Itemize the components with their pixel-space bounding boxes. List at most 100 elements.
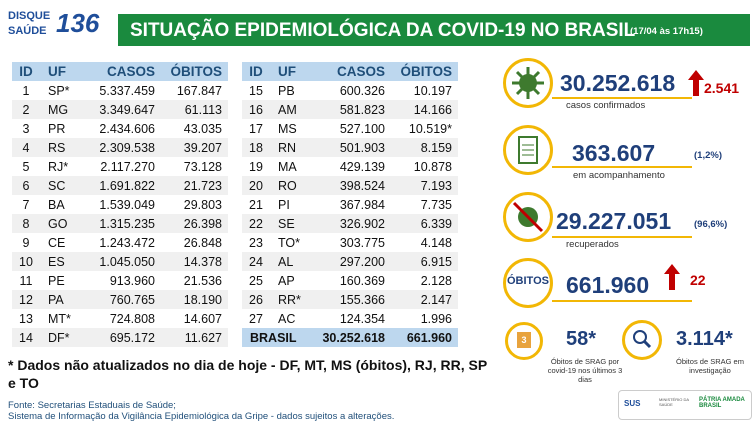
up-arrow	[664, 264, 680, 290]
table-row: 6 SC 1.691.822 21.723	[12, 176, 228, 195]
table-cell: 16	[249, 102, 263, 117]
table-cell: 7.735	[420, 197, 452, 212]
logo-number: 136	[56, 8, 100, 38]
recovered-value: 29.227.051	[556, 208, 672, 234]
table-row: 10 ES 1.045.050 14.378	[12, 252, 228, 271]
srag-recent-label: Óbitos de SRAG por covid-19 nos últimos …	[547, 357, 623, 384]
table-cell: 760.765	[109, 292, 155, 307]
table-cell: 13	[19, 311, 33, 326]
table-cell: 5	[22, 159, 30, 174]
table-cell: 26	[249, 292, 263, 307]
table-row: 4 RS 2.309.538 39.207	[12, 138, 228, 157]
table-cell: MS	[278, 121, 297, 136]
icon-deaths: ÓBITOS	[503, 258, 553, 308]
table-row: 15 PB 600.326 10.197	[242, 81, 458, 100]
table-cell: 6	[22, 178, 30, 193]
logos-box: SUS MINISTÉRIO DA SAÚDE PÁTRIA AMADA BRA…	[618, 390, 752, 420]
table-cell: 724.808	[109, 311, 155, 326]
table-cell: 367.984	[339, 197, 385, 212]
column-header: ID	[249, 64, 263, 79]
monitoring-label: em acompanhamento	[573, 170, 665, 181]
table-cell: 10.197	[413, 83, 452, 98]
table-cell: 2.128	[420, 273, 452, 288]
table-cell: AM	[278, 102, 297, 117]
column-header: UF	[278, 64, 296, 79]
table-cell: 19	[249, 159, 263, 174]
table-cell: 2	[22, 102, 30, 117]
table-cell: CE	[48, 235, 66, 250]
monitoring-value: 363.607	[572, 140, 656, 166]
table-cell: SE	[278, 216, 295, 231]
table-cell: PA	[48, 292, 64, 307]
table-cell: 6.915	[420, 254, 452, 269]
deaths-change: 22	[690, 272, 706, 288]
table-right: ID UF CASOS ÓBITOS 15 PB 600.326 10.197 16 AM 581.…	[242, 62, 458, 347]
table-cell: SC	[48, 178, 66, 193]
table-cell: 155.366	[339, 292, 385, 307]
table-cell: 39.207	[183, 140, 222, 155]
table-row: 25 AP 160.369 2.128	[242, 271, 458, 290]
table-left: ID UF CASOS ÓBITOS 1 SP* 5.337.459 167.847 2 MG 3.…	[12, 62, 228, 347]
table-cell: 14.166	[413, 102, 452, 117]
logo-ministerio: MINISTÉRIO DA SAÚDE	[659, 397, 689, 407]
table-row: 7 BA 1.539.049 29.803	[12, 195, 228, 214]
logo-line: DISQUE	[8, 10, 51, 22]
table-row: 14 DF* 695.172 11.627	[12, 328, 228, 347]
calendar-day: 3	[517, 332, 531, 348]
srag-investigation-label: Óbitos de SRAG em investigação	[676, 357, 744, 375]
table-cell: PR	[48, 121, 66, 136]
logo-sus: SUS	[624, 399, 641, 408]
table-row: 22 SE 326.902 6.339	[242, 214, 458, 233]
column-header: ID	[19, 64, 33, 79]
table-cell: 600.326	[339, 83, 385, 98]
table-cell: 297.200	[339, 254, 385, 269]
column-header: UF	[48, 64, 66, 79]
table-cell: 4	[22, 140, 30, 155]
table-cell: 913.960	[109, 273, 155, 288]
underline	[552, 97, 692, 99]
table-row: 20 RO 398.524 7.193	[242, 176, 458, 195]
table-cell: 5.337.459	[99, 83, 155, 98]
table-cell: RS	[48, 140, 66, 155]
table-row: 1 SP* 5.337.459 167.847	[12, 81, 228, 100]
logo-brasil: PÁTRIA AMADA BRASIL	[699, 397, 745, 409]
deaths-label: ÓBITOS	[507, 275, 549, 287]
table-cell: 25	[249, 273, 263, 288]
table-cell: 14.607	[183, 311, 222, 326]
virus-icon	[512, 67, 544, 99]
table-cell: 581.823	[339, 102, 385, 117]
table-cell: 24	[249, 254, 263, 269]
table-row: 9 CE 1.243.472 26.848	[12, 233, 228, 252]
table-cell: 10.878	[413, 159, 452, 174]
table-cell: 20	[249, 178, 263, 193]
table-row: 26 RR* 155.366 2.147	[242, 290, 458, 309]
table-cell: 9	[22, 235, 30, 250]
table-cell: 1.243.472	[99, 235, 155, 250]
table-cell: 18.190	[183, 292, 222, 307]
table-cell: 14	[19, 330, 33, 345]
table-row: 3 PR 2.434.606 43.035	[12, 119, 228, 138]
logo-disque-saude: DISQUE SAÚDE 136	[8, 8, 108, 46]
table-cell: 1.045.050	[99, 254, 155, 269]
table-cell: 4.148	[420, 235, 452, 250]
table-cell: RN	[278, 140, 297, 155]
table-cell: 2.309.538	[99, 140, 155, 155]
recovered-percent: (96,6%)	[694, 219, 728, 230]
monitoring-percent: (1,2%)	[694, 150, 722, 161]
table-cell: 1.315.235	[99, 216, 155, 231]
table-cell: 7	[22, 197, 30, 212]
table-cell: 303.775	[339, 235, 385, 250]
table-cell: 7.193	[420, 178, 452, 193]
table-cell: TO*	[278, 235, 300, 250]
table-row: 13 MT* 724.808 14.607	[12, 309, 228, 328]
confirmed-value: 30.252.618	[560, 70, 676, 96]
table-row: 23 TO* 303.775 4.148	[242, 233, 458, 252]
table-cell: 326.902	[339, 216, 385, 231]
table-cell: 2.147	[420, 292, 452, 307]
search-icon	[633, 330, 652, 349]
table-cell: 695.172	[109, 330, 155, 345]
table-cell: 398.524	[339, 178, 385, 193]
table-cell: 17	[249, 121, 263, 136]
table-cell: 21.723	[183, 178, 222, 193]
